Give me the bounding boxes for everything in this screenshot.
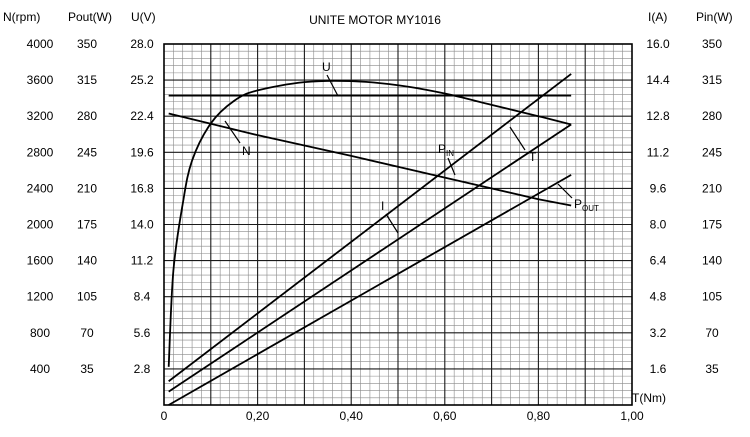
y-tick-label: 210 — [702, 181, 722, 195]
y-tick-label: 4000 — [27, 37, 54, 51]
y-tick-label: 315 — [702, 73, 722, 87]
series-line-p_in — [168, 123, 572, 393]
grid — [163, 43, 633, 406]
y-tick-label: 1.6 — [650, 362, 667, 376]
y-tick-label: 35 — [80, 362, 94, 376]
y-tick-label: 175 — [702, 218, 722, 232]
curve-label: PIN — [438, 142, 454, 158]
axis-header-n: N(rpm) — [3, 10, 40, 24]
y-tick-label: 9.6 — [650, 181, 667, 195]
y-tick-label: 12.8 — [646, 109, 670, 123]
x-tick-label: 1,00 — [620, 409, 644, 423]
y-tick-label: 25.2 — [130, 73, 154, 87]
curve-label-leader — [326, 74, 339, 97]
y-tick-label: 16.8 — [130, 181, 154, 195]
series-line-t — [168, 73, 572, 382]
y-tick-label: 800 — [30, 326, 50, 340]
y-tick-label: 14.0 — [130, 218, 154, 232]
plot-frame — [163, 43, 633, 406]
y-tick-label: 2.8 — [134, 362, 151, 376]
curve-label-leader — [224, 120, 241, 144]
y-tick-label: 11.2 — [647, 145, 670, 159]
y-tick-label: 5.6 — [134, 326, 151, 340]
y-tick-label: 280 — [702, 109, 722, 123]
y-tick-label: 14.4 — [646, 73, 670, 87]
y-tick-label: 350 — [77, 37, 97, 51]
y-tick-label: 1200 — [27, 290, 54, 304]
y-tick-label: 6.4 — [650, 254, 667, 268]
y-tick-label: 245 — [702, 145, 722, 159]
y-tick-label: 2800 — [27, 145, 54, 159]
series-line-n — [168, 112, 572, 207]
y-tick-label: 35 — [705, 362, 719, 376]
y-tick-label: 70 — [705, 326, 719, 340]
curve-label: N — [242, 144, 251, 158]
y-tick-label: 315 — [77, 73, 97, 87]
y-tick-label: 245 — [77, 145, 97, 159]
curve-label-leader — [385, 213, 399, 234]
x-axis-label: T(Nm) — [632, 391, 666, 405]
curve-label-leader — [509, 126, 526, 151]
curve-label: T — [529, 150, 537, 164]
y-tick-label: 140 — [77, 254, 97, 268]
curve-label-leader — [447, 157, 456, 176]
y-tick-label: 400 — [30, 362, 50, 376]
curve-label: POUT — [574, 197, 599, 213]
y-tick-label: 19.6 — [130, 145, 154, 159]
x-tick-label: 0,60 — [433, 409, 457, 423]
x-tick-label: 0 — [161, 409, 168, 423]
series-group — [167, 73, 572, 406]
y-tick-label: 140 — [702, 254, 722, 268]
y-tick-label: 8.4 — [134, 290, 151, 304]
y-tick-label: 70 — [80, 326, 94, 340]
y-tick-label: 11.2 — [131, 254, 154, 268]
series-line-i — [168, 174, 572, 406]
axis-header-pin: Pin(W) — [696, 10, 733, 24]
y-tick-label: 105 — [702, 290, 722, 304]
y-tick-label: 175 — [77, 218, 97, 232]
y-tick-label: 16.0 — [646, 37, 670, 51]
y-tick-label: 1600 — [27, 254, 54, 268]
axis-header-pout: Pout(W) — [68, 10, 112, 24]
chart-title: UNITE MOTOR MY1016 — [309, 13, 441, 27]
curve-label: U — [322, 60, 331, 74]
x-tick-label: 0,40 — [340, 409, 364, 423]
curve-label-leader — [557, 183, 573, 199]
labels-group: 4000360032002800240020001600120080040035… — [27, 37, 723, 423]
y-tick-label: 4.8 — [650, 290, 667, 304]
axis-header-i: I(A) — [648, 10, 667, 24]
y-tick-label: 3.2 — [650, 326, 667, 340]
y-tick-label: 22.4 — [130, 109, 154, 123]
y-tick-label: 3600 — [27, 73, 54, 87]
y-tick-label: 280 — [77, 109, 97, 123]
y-tick-label: 210 — [77, 181, 97, 195]
x-tick-label: 0,80 — [527, 409, 551, 423]
y-tick-label: 350 — [702, 37, 722, 51]
y-tick-label: 105 — [77, 290, 97, 304]
series-line-p_out — [167, 79, 572, 367]
y-tick-label: 3200 — [27, 109, 54, 123]
y-tick-label: 8.0 — [650, 218, 667, 232]
y-tick-label: 2000 — [27, 218, 54, 232]
y-tick-label: 2400 — [27, 181, 54, 195]
axis-header-u: U(V) — [131, 10, 156, 24]
x-tick-label: 0,20 — [246, 409, 270, 423]
curve-label: I — [381, 199, 384, 213]
y-tick-label: 28.0 — [130, 37, 154, 51]
